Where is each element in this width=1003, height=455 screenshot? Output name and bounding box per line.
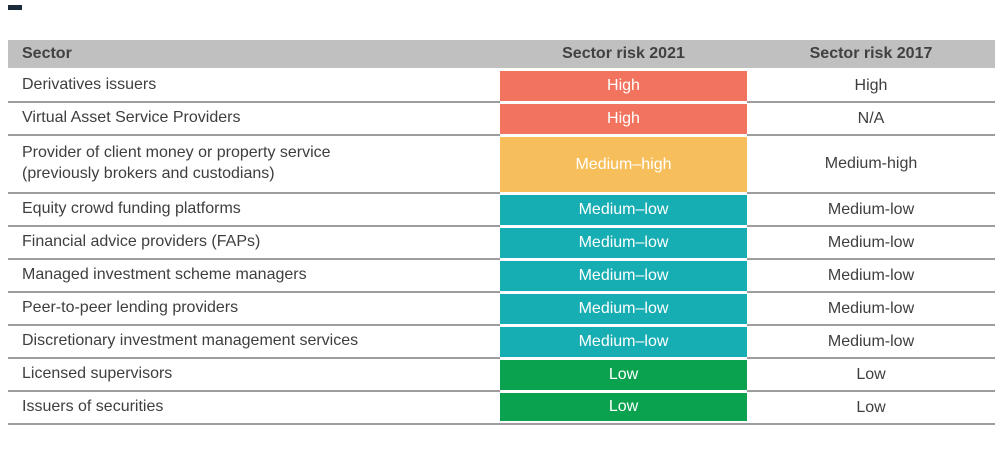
table-row: Issuers of securities Low Low — [8, 392, 995, 425]
risk-2021-cell: Low — [500, 360, 747, 390]
header-sector: Sector — [22, 45, 72, 62]
risk-2017-cell: N/A — [747, 103, 995, 136]
table-row: Licensed supervisors Low Low — [8, 359, 995, 392]
risk-2021-cell: Medium–low — [500, 261, 747, 291]
risk-2021-cell: Low — [500, 393, 747, 421]
table-row: Peer-to-peer lending providers Medium–lo… — [8, 293, 995, 326]
sector-cell: Provider of client money or property ser… — [8, 136, 500, 194]
sector-cell: Issuers of securities — [8, 392, 500, 425]
table-row: Equity crowd funding platforms Medium–lo… — [8, 194, 995, 227]
risk-2021-cell: Medium–low — [500, 294, 747, 324]
sector-cell: Virtual Asset Service Providers — [8, 103, 500, 136]
risk-2017-cell: High — [747, 70, 995, 103]
table-row: Provider of client money or property ser… — [8, 136, 995, 194]
table-row: Financial advice providers (FAPs) Medium… — [8, 227, 995, 260]
table-row: Discretionary investment management serv… — [8, 326, 995, 359]
risk-2021-cell: High — [500, 104, 747, 134]
sector-cell: Peer-to-peer lending providers — [8, 293, 500, 326]
risk-2017-cell: Medium-low — [747, 194, 995, 227]
risk-2017-cell: Medium-low — [747, 326, 995, 359]
risk-2017-cell: Medium-low — [747, 260, 995, 293]
risk-2021-cell: Medium–low — [500, 195, 747, 225]
sector-cell: Licensed supervisors — [8, 359, 500, 392]
risk-2017-cell: Medium-low — [747, 293, 995, 326]
sector-cell: Managed investment scheme managers — [8, 260, 500, 293]
risk-2017-cell: Medium-low — [747, 227, 995, 260]
risk-2017-cell: Low — [747, 392, 995, 425]
table-header-row: Sector Sector risk 2021 Sector risk 2017 — [8, 40, 995, 68]
sector-cell: Financial advice providers (FAPs) — [8, 227, 500, 260]
header-risk-2021: Sector risk 2021 — [562, 45, 685, 62]
risk-2021-cell: High — [500, 71, 747, 101]
sector-cell: Discretionary investment management serv… — [8, 326, 500, 359]
header-risk-2017: Sector risk 2017 — [809, 45, 933, 62]
sector-risk-table: Sector Sector risk 2021 Sector risk 2017… — [8, 40, 995, 425]
sector-cell: Derivatives issuers — [8, 70, 500, 103]
risk-2021-cell: Medium–high — [500, 137, 747, 192]
risk-2021-cell: Medium–low — [500, 327, 747, 357]
sector-cell: Equity crowd funding platforms — [8, 194, 500, 227]
table-row: Virtual Asset Service Providers High N/A — [8, 103, 995, 136]
risk-2017-cell: Medium-high — [747, 136, 995, 194]
top-left-dash — [8, 5, 22, 10]
risk-2017-cell: Low — [747, 359, 995, 392]
table-row: Derivatives issuers High High — [8, 70, 995, 103]
table-row: Managed investment scheme managers Mediu… — [8, 260, 995, 293]
risk-2021-cell: Medium–low — [500, 228, 747, 258]
